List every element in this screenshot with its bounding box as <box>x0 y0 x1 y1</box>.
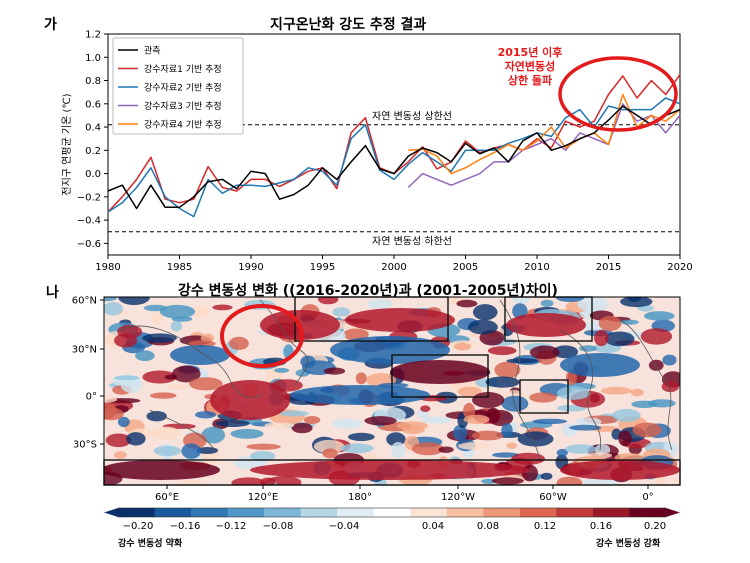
series-line <box>107 105 681 210</box>
x-tick-label: 2000 <box>381 262 406 273</box>
x-tick-label: 2015 <box>596 262 621 273</box>
y-tick-label: 1.0 <box>85 53 101 64</box>
annotation-text: 상한 돌파 <box>508 73 553 87</box>
x-tick-label: 1995 <box>310 262 335 273</box>
y-axis-label: 전지구 연평균 기온 (℃) <box>61 93 73 195</box>
series-line <box>107 97 681 218</box>
y-tick-label: 1.2 <box>85 30 101 41</box>
colorbar-weaken-label: 강수 변동성 약화 <box>118 539 183 549</box>
y-tick-label: 0.4 <box>85 123 101 134</box>
x-tick-label: 1980 <box>95 262 120 273</box>
x-tick-label: 2005 <box>453 262 478 273</box>
panel-a-title: 지구온난화 강도 추정 결과 <box>270 17 427 33</box>
annotation-text: 2015년 이후 <box>498 45 563 59</box>
upper-bound-label: 자연 변동성 상한선 <box>372 111 452 123</box>
x-tick-label: 2010 <box>524 262 549 273</box>
y-tick-label: 0.6 <box>85 99 101 110</box>
legend-entry: 강수자료1 기반 추정 <box>144 64 222 75</box>
series-line <box>408 93 681 175</box>
panel-b-title: 강수 변동성 변화 ((2016-2020년)과 (2001-2005년)차이) <box>178 283 558 299</box>
lower-bound-label: 자연 변동성 하한선 <box>372 235 452 248</box>
y-tick-label: −0.2 <box>77 192 101 203</box>
legend-box <box>112 37 244 135</box>
x-tick-label: 2020 <box>667 262 692 273</box>
y-tick-label: −0.4 <box>77 216 101 227</box>
panel-a-label: 가 <box>44 17 57 33</box>
highlight-ellipse <box>558 56 678 132</box>
x-tick-label: 1985 <box>167 262 192 273</box>
y-tick-label: 0.0 <box>85 169 101 180</box>
y-tick-label: 0.2 <box>85 146 101 157</box>
y-tick-label: −0.6 <box>77 239 101 250</box>
legend-entry: 강수자료3 기반 추정 <box>144 101 222 112</box>
panel-b-label: 나 <box>46 285 59 301</box>
y-tick-label: 0.8 <box>85 76 101 87</box>
annotation-text: 자연변동성 <box>505 59 556 73</box>
legend-entry: 관측 <box>144 46 161 57</box>
legend-entry: 강수자료2 기반 추정 <box>144 83 222 94</box>
colorbar-strengthen-label: 강수 변동성 강화 <box>596 539 661 549</box>
legend-entry: 강수자료4 기반 추정 <box>144 120 222 131</box>
x-tick-label: 1990 <box>238 262 263 273</box>
